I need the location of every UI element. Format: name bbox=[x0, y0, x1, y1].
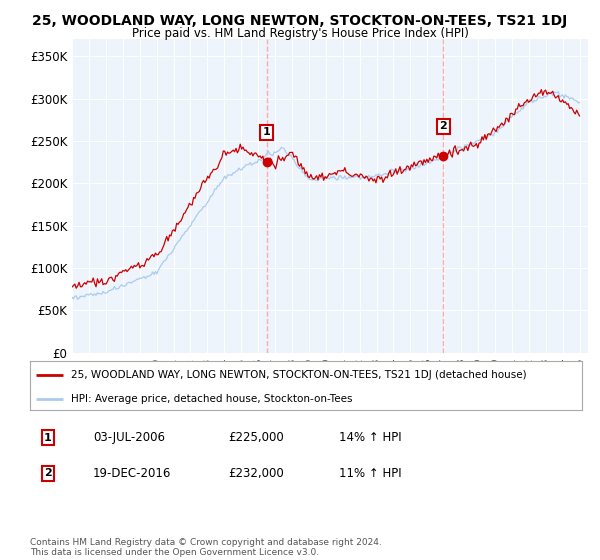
Text: 2: 2 bbox=[44, 468, 52, 478]
Text: 11% ↑ HPI: 11% ↑ HPI bbox=[339, 466, 401, 480]
Text: £225,000: £225,000 bbox=[228, 431, 284, 445]
Text: 1: 1 bbox=[263, 128, 271, 137]
Text: 19-DEC-2016: 19-DEC-2016 bbox=[93, 466, 172, 480]
Text: HPI: Average price, detached house, Stockton-on-Tees: HPI: Average price, detached house, Stoc… bbox=[71, 394, 353, 404]
Text: 25, WOODLAND WAY, LONG NEWTON, STOCKTON-ON-TEES, TS21 1DJ: 25, WOODLAND WAY, LONG NEWTON, STOCKTON-… bbox=[32, 14, 568, 28]
Text: 2: 2 bbox=[439, 122, 447, 132]
Text: £232,000: £232,000 bbox=[228, 466, 284, 480]
Text: Price paid vs. HM Land Registry's House Price Index (HPI): Price paid vs. HM Land Registry's House … bbox=[131, 27, 469, 40]
Text: 1: 1 bbox=[44, 433, 52, 443]
Text: Contains HM Land Registry data © Crown copyright and database right 2024.
This d: Contains HM Land Registry data © Crown c… bbox=[30, 538, 382, 557]
Text: 14% ↑ HPI: 14% ↑ HPI bbox=[339, 431, 401, 445]
Text: 03-JUL-2006: 03-JUL-2006 bbox=[93, 431, 165, 445]
Text: 25, WOODLAND WAY, LONG NEWTON, STOCKTON-ON-TEES, TS21 1DJ (detached house): 25, WOODLAND WAY, LONG NEWTON, STOCKTON-… bbox=[71, 370, 527, 380]
